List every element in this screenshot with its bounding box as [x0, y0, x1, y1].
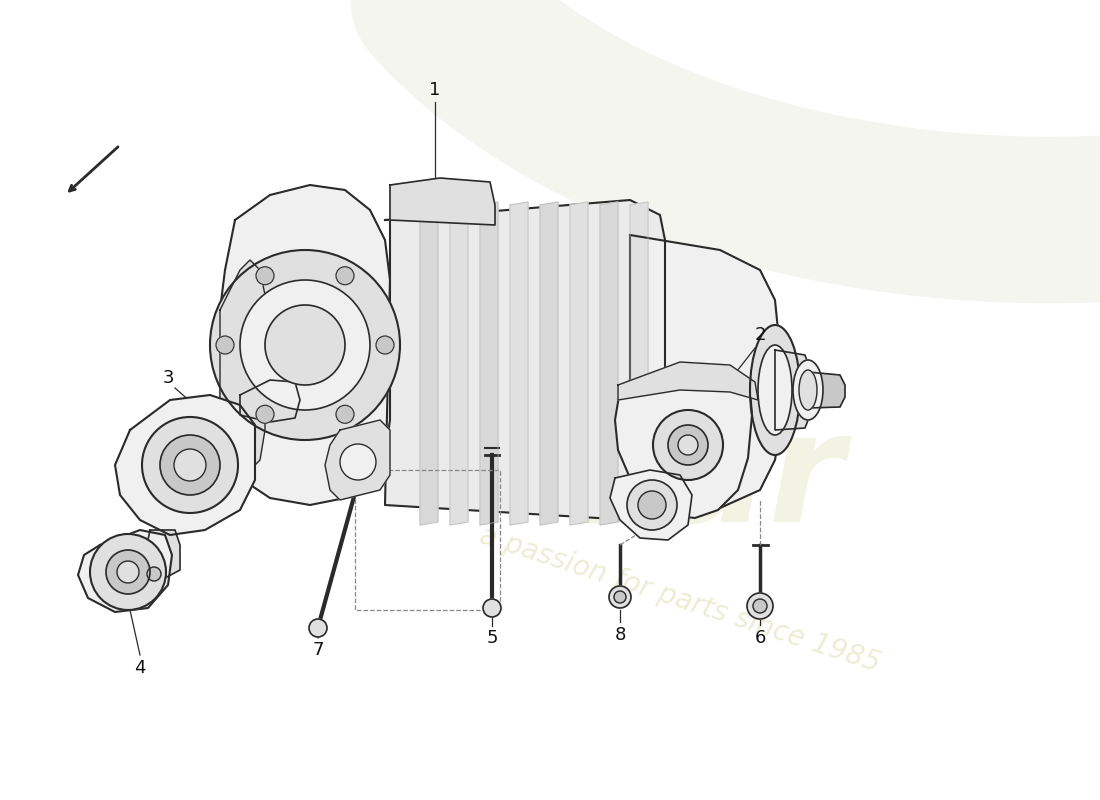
- Circle shape: [174, 449, 206, 481]
- Circle shape: [256, 406, 274, 423]
- Polygon shape: [145, 530, 180, 578]
- Polygon shape: [385, 200, 666, 520]
- Text: 4: 4: [134, 659, 145, 677]
- Polygon shape: [116, 395, 255, 535]
- Circle shape: [653, 410, 723, 480]
- Circle shape: [609, 586, 631, 608]
- Polygon shape: [570, 202, 589, 525]
- Text: eur: eur: [557, 406, 844, 554]
- Circle shape: [256, 266, 274, 285]
- Polygon shape: [420, 202, 438, 525]
- Polygon shape: [450, 202, 468, 525]
- Text: 2: 2: [755, 326, 766, 344]
- Polygon shape: [618, 362, 758, 400]
- Ellipse shape: [750, 325, 800, 455]
- Polygon shape: [78, 530, 172, 612]
- Polygon shape: [510, 202, 528, 525]
- Circle shape: [627, 480, 676, 530]
- Polygon shape: [610, 470, 692, 540]
- Circle shape: [376, 336, 394, 354]
- Circle shape: [340, 444, 376, 480]
- Circle shape: [216, 336, 234, 354]
- Circle shape: [142, 417, 238, 513]
- Circle shape: [336, 406, 354, 423]
- Ellipse shape: [793, 360, 823, 420]
- Text: 1: 1: [429, 81, 441, 99]
- Polygon shape: [324, 420, 390, 500]
- Polygon shape: [776, 350, 810, 430]
- Circle shape: [240, 280, 370, 410]
- Circle shape: [336, 266, 354, 285]
- Polygon shape: [220, 185, 390, 505]
- Polygon shape: [600, 202, 618, 525]
- Circle shape: [106, 550, 150, 594]
- Polygon shape: [540, 202, 558, 525]
- Text: 5: 5: [486, 629, 497, 647]
- Circle shape: [147, 567, 161, 581]
- Circle shape: [614, 591, 626, 603]
- Text: a passion for parts since 1985: a passion for parts since 1985: [476, 522, 884, 678]
- Text: 3: 3: [163, 369, 174, 387]
- Polygon shape: [630, 202, 648, 525]
- Circle shape: [117, 561, 139, 583]
- Polygon shape: [808, 372, 845, 408]
- Polygon shape: [615, 370, 752, 518]
- Circle shape: [483, 599, 500, 617]
- Circle shape: [265, 305, 345, 385]
- Polygon shape: [220, 260, 265, 470]
- Circle shape: [678, 435, 698, 455]
- Circle shape: [638, 491, 666, 519]
- Circle shape: [747, 593, 773, 619]
- Polygon shape: [240, 380, 300, 422]
- Ellipse shape: [799, 370, 817, 410]
- Circle shape: [309, 619, 327, 637]
- Ellipse shape: [758, 345, 792, 435]
- Polygon shape: [630, 235, 780, 520]
- Text: 6: 6: [755, 629, 766, 647]
- Polygon shape: [390, 178, 495, 225]
- Circle shape: [90, 534, 166, 610]
- Polygon shape: [480, 202, 498, 525]
- Circle shape: [754, 599, 767, 613]
- Circle shape: [668, 425, 708, 465]
- Circle shape: [210, 250, 400, 440]
- Text: 7: 7: [312, 641, 323, 659]
- Text: 8: 8: [614, 626, 626, 644]
- Circle shape: [160, 435, 220, 495]
